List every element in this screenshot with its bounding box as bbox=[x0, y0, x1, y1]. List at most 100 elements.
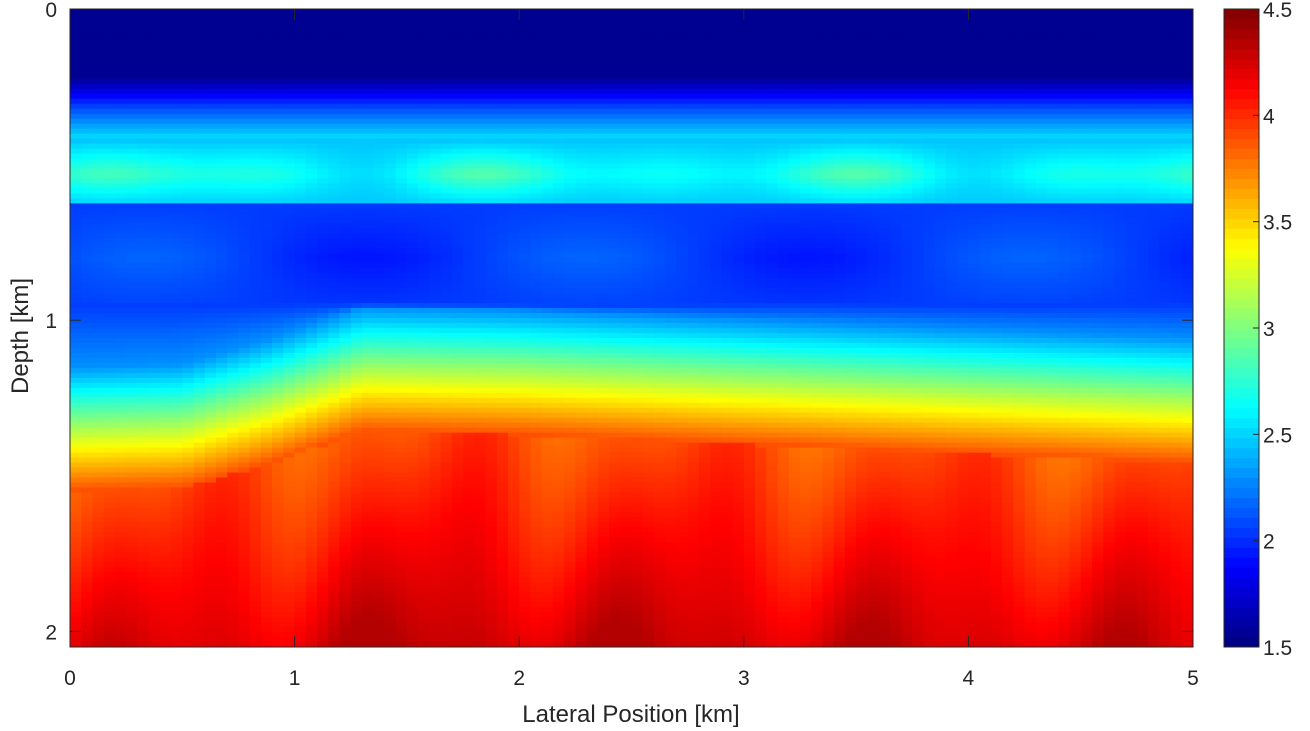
heatmap-cell bbox=[957, 113, 969, 120]
heatmap-cell bbox=[81, 73, 94, 80]
heatmap-cell bbox=[384, 48, 397, 55]
heatmap-cell bbox=[642, 148, 655, 155]
heatmap-cell bbox=[867, 153, 880, 160]
heatmap-cell bbox=[137, 9, 150, 15]
heatmap-cell bbox=[519, 133, 532, 140]
heatmap-cell bbox=[552, 198, 565, 204]
heatmap-cell bbox=[272, 93, 284, 100]
heatmap-cell bbox=[597, 233, 610, 239]
heatmap-cell bbox=[856, 13, 868, 20]
heatmap-cell bbox=[653, 123, 666, 130]
heatmap-cell bbox=[788, 208, 801, 214]
heatmap-cell bbox=[1159, 113, 1172, 120]
heatmap-cell bbox=[945, 9, 958, 15]
heatmap-cell bbox=[485, 128, 498, 135]
heatmap-cell bbox=[1114, 68, 1127, 75]
heatmap-cell bbox=[889, 113, 902, 120]
heatmap-cell bbox=[260, 223, 273, 229]
heatmap-cell bbox=[777, 138, 790, 145]
heatmap-cell bbox=[137, 193, 150, 199]
heatmap-cell bbox=[294, 18, 307, 25]
heatmap-cell bbox=[305, 103, 318, 110]
heatmap-cell bbox=[586, 253, 599, 259]
heatmap-cell bbox=[878, 198, 891, 204]
heatmap-cell bbox=[687, 173, 700, 180]
heatmap-cell bbox=[361, 88, 374, 95]
heatmap-cell bbox=[844, 148, 857, 155]
heatmap-cell bbox=[70, 9, 82, 15]
heatmap-cell bbox=[609, 188, 621, 195]
heatmap-cell bbox=[283, 53, 296, 60]
heatmap-cell bbox=[1013, 213, 1026, 219]
heatmap-cell bbox=[227, 218, 240, 224]
heatmap-cell bbox=[923, 233, 936, 239]
heatmap-cell bbox=[631, 108, 644, 115]
heatmap-cell bbox=[788, 103, 801, 110]
heatmap-cell bbox=[878, 223, 891, 229]
heatmap-cell bbox=[317, 158, 329, 165]
heatmap-cell bbox=[81, 213, 94, 219]
heatmap-cell bbox=[227, 188, 240, 195]
heatmap-cell bbox=[1047, 178, 1059, 185]
heatmap-cell bbox=[1013, 33, 1026, 40]
heatmap-cell bbox=[474, 163, 487, 170]
heatmap-cell bbox=[631, 58, 644, 65]
heatmap-cell bbox=[822, 173, 835, 180]
heatmap-cell bbox=[541, 78, 554, 85]
heatmap-cell bbox=[1047, 183, 1059, 190]
heatmap-cell bbox=[70, 138, 82, 145]
heatmap-cell bbox=[1103, 93, 1115, 100]
heatmap-cell bbox=[92, 188, 105, 195]
heatmap-cell bbox=[1181, 123, 1193, 130]
heatmap-cell bbox=[418, 153, 430, 160]
heatmap-cell bbox=[103, 133, 116, 140]
heatmap-cell bbox=[159, 78, 172, 85]
heatmap-cell bbox=[81, 28, 94, 35]
heatmap-cell bbox=[665, 208, 678, 214]
heatmap-cell bbox=[1103, 123, 1115, 130]
heatmap-cell bbox=[755, 43, 767, 50]
heatmap-cell bbox=[171, 133, 183, 140]
heatmap-cell bbox=[552, 48, 565, 55]
heatmap-cell bbox=[552, 248, 565, 254]
heatmap-cell bbox=[1103, 68, 1115, 75]
heatmap-cell bbox=[507, 38, 520, 45]
heatmap-cell bbox=[743, 228, 756, 234]
heatmap-cell bbox=[755, 108, 767, 115]
heatmap-cell bbox=[642, 193, 655, 199]
heatmap-cell bbox=[552, 178, 565, 185]
heatmap-cell bbox=[901, 228, 913, 234]
heatmap-cell bbox=[597, 188, 610, 195]
heatmap-cell bbox=[429, 178, 442, 185]
heatmap-cell bbox=[1181, 148, 1193, 155]
heatmap-cell bbox=[1181, 88, 1193, 95]
heatmap-cell bbox=[283, 93, 296, 100]
heatmap-cell bbox=[743, 118, 756, 125]
heatmap-cell bbox=[934, 213, 947, 219]
heatmap-cell bbox=[1047, 33, 1059, 40]
heatmap-cell bbox=[92, 148, 105, 155]
heatmap-cell bbox=[81, 163, 94, 170]
heatmap-cell bbox=[373, 18, 386, 25]
heatmap-cell bbox=[305, 53, 318, 60]
heatmap-cell bbox=[283, 228, 296, 234]
heatmap-cell bbox=[81, 118, 94, 125]
heatmap-cell bbox=[406, 253, 419, 259]
heatmap-cell bbox=[406, 128, 419, 135]
heatmap-cell bbox=[485, 53, 498, 60]
heatmap-cell bbox=[990, 228, 1003, 234]
heatmap-cell bbox=[676, 13, 689, 20]
heatmap-cell bbox=[294, 68, 307, 75]
heatmap-cell bbox=[159, 183, 172, 190]
heatmap-cell bbox=[934, 243, 947, 249]
heatmap-cell bbox=[575, 73, 588, 80]
heatmap-cell bbox=[249, 203, 262, 209]
heatmap-cell bbox=[856, 143, 868, 150]
heatmap-cell bbox=[305, 218, 318, 224]
heatmap-cell bbox=[171, 158, 183, 165]
heatmap-cell bbox=[642, 28, 655, 35]
heatmap-cell bbox=[564, 13, 576, 20]
heatmap-cell bbox=[620, 88, 633, 95]
heatmap-cell bbox=[1047, 243, 1059, 249]
heatmap-cell bbox=[945, 38, 958, 45]
